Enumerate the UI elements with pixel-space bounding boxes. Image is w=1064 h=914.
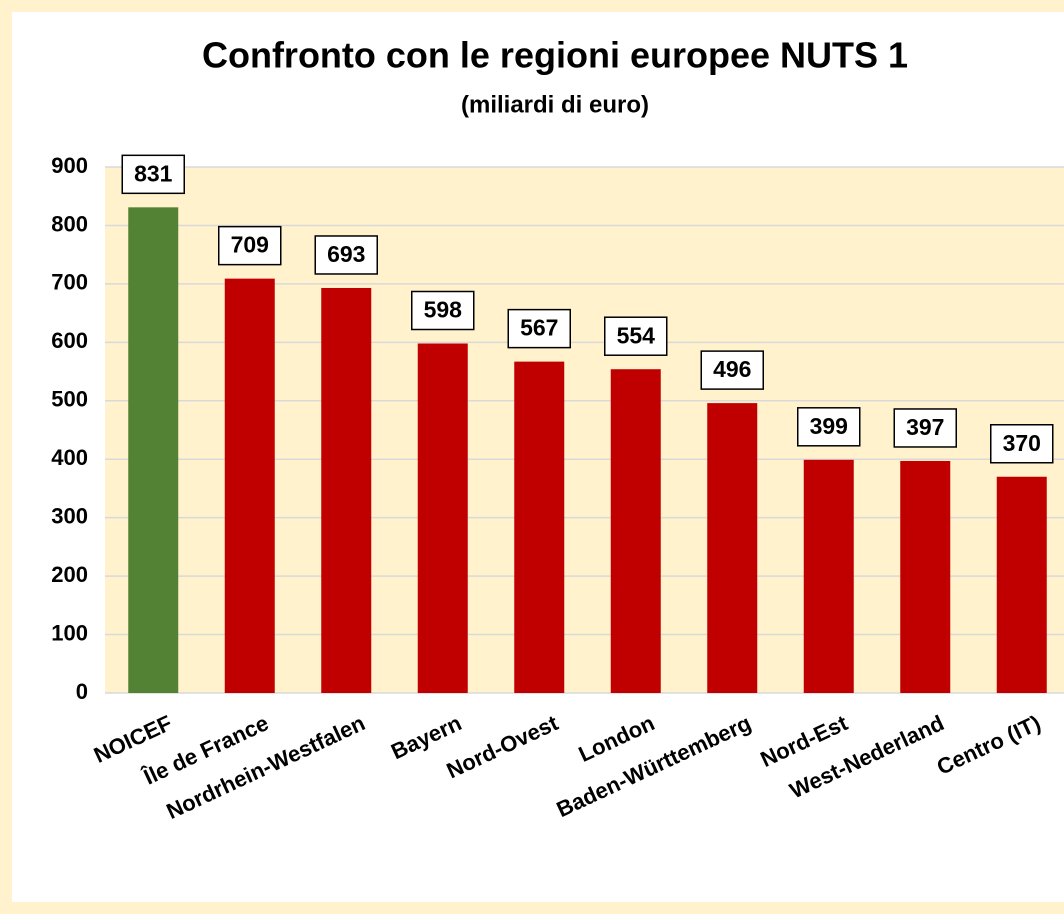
- bar: [128, 207, 179, 693]
- bar: [417, 343, 468, 693]
- data-label-group: 693: [314, 235, 378, 275]
- data-label-group: 567: [507, 308, 571, 349]
- y-tick-label: 600: [51, 328, 88, 353]
- bar: [224, 278, 275, 693]
- bar: [996, 476, 1047, 693]
- y-tick-label: 300: [51, 503, 88, 528]
- data-label-group: 831: [121, 154, 185, 195]
- data-label: 554: [617, 322, 656, 348]
- data-label: 598: [424, 297, 463, 323]
- y-tick-label: 900: [51, 153, 88, 178]
- data-label: 693: [327, 241, 365, 267]
- data-label-group: 496: [700, 350, 764, 390]
- bar: [900, 460, 951, 693]
- data-label-group: 598: [411, 290, 475, 331]
- data-label-box: [411, 290, 475, 331]
- data-label-box: [797, 407, 861, 447]
- y-tick-label: 700: [51, 270, 88, 295]
- data-label: 370: [1003, 430, 1041, 456]
- data-label-group: 399: [797, 407, 861, 447]
- data-label-box: [893, 408, 957, 448]
- bar: [803, 459, 854, 693]
- bar: [514, 361, 565, 693]
- data-label-box: [604, 316, 668, 356]
- y-tick-label: 500: [51, 387, 88, 412]
- data-label-box: [314, 235, 378, 275]
- chart-title: Confronto con le regioni europee NUTS 1: [202, 35, 908, 76]
- data-label-box: [507, 308, 571, 349]
- data-label: 567: [520, 315, 558, 341]
- data-label-box: [218, 225, 282, 266]
- data-label-box: [700, 350, 764, 390]
- data-label-group: 397: [893, 408, 957, 448]
- y-tick-label: 800: [51, 211, 88, 236]
- chart-subtitle: (miliardi di euro): [461, 91, 649, 118]
- data-label-box: [990, 424, 1054, 464]
- y-tick-label: 200: [51, 562, 88, 587]
- data-label: 709: [231, 232, 269, 258]
- bar: [321, 287, 372, 693]
- data-label-group: 554: [604, 316, 668, 356]
- data-label: 397: [906, 414, 944, 440]
- y-tick-label: 400: [51, 445, 88, 470]
- bar: [610, 369, 661, 693]
- bar: [707, 403, 758, 693]
- data-label-group: 709: [218, 225, 282, 266]
- data-label: 399: [810, 413, 848, 439]
- data-label: 496: [713, 356, 751, 382]
- y-tick-label: 0: [76, 679, 88, 704]
- data-label-group: 370: [990, 424, 1054, 464]
- data-label: 831: [134, 160, 173, 186]
- data-label-box: [121, 154, 185, 195]
- y-tick-label: 100: [51, 620, 88, 645]
